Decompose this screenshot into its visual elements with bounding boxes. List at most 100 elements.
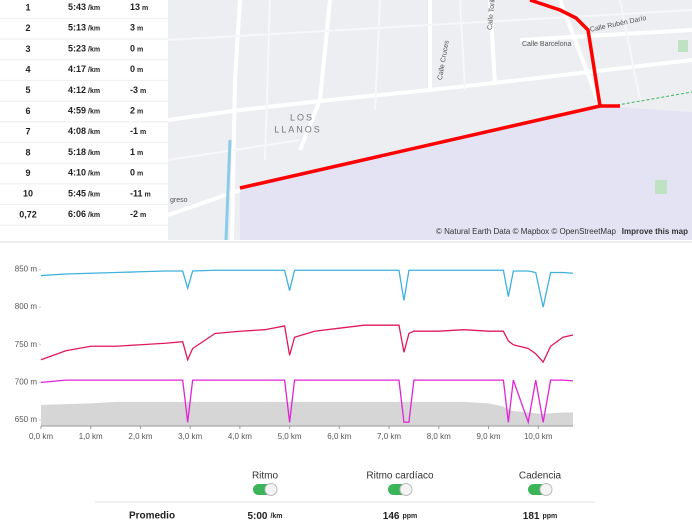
elev-unit: m [137, 108, 143, 115]
toggle-knob [264, 483, 278, 496]
split-elev: 13 m [130, 2, 148, 12]
pace: 4:59 [68, 106, 86, 116]
pace: 5:18 [68, 147, 86, 157]
x-tick-label: 5,0 km [278, 432, 302, 441]
split-km: 7 [25, 127, 30, 137]
split-pace: 5:18/km [68, 147, 100, 157]
series-line [40, 269, 574, 308]
pace-unit: /km [88, 46, 100, 53]
pace: 4:12 [68, 85, 86, 95]
x-tick-label: 7,0 km [377, 432, 401, 441]
pace-unit: /km [88, 67, 100, 74]
route [239, 0, 620, 190]
map-label: greso [170, 197, 188, 204]
map-area [240, 106, 692, 240]
y-tick-label: 650 m [15, 415, 38, 424]
split-km: 9 [25, 168, 30, 178]
elev-unit: m [137, 26, 143, 33]
elev-unit: m [145, 191, 151, 198]
split-km: 3 [25, 44, 30, 54]
x-tick-label: 2,0 km [128, 432, 152, 441]
split-elev: -1 m [130, 127, 146, 137]
split-pace: 4:17/km [68, 64, 100, 74]
elev-unit: m [140, 129, 146, 136]
summary-value: 146 ppm [383, 511, 417, 522]
split-elev: -2 m [130, 209, 146, 219]
pace-unit: /km [88, 88, 100, 95]
minor-streets [167, 0, 692, 161]
y-tick-label: 850 m [15, 265, 38, 274]
split-pace: 4:08/km [68, 127, 100, 137]
elev: 13 [130, 2, 140, 12]
split-km: 10 [23, 189, 33, 199]
elev-unit: m [137, 170, 143, 177]
split-km: 0,72 [19, 209, 37, 219]
elev: -2 [130, 209, 138, 219]
split-elev: -11 m [130, 189, 151, 199]
unit: /km [270, 513, 282, 520]
map[interactable]: LOS LLANOS Calle Barcelona Calle Rubén D… [167, 0, 692, 241]
x-tick-label: 10,0 km [524, 432, 553, 441]
elev: 3 [130, 23, 135, 33]
pace: 5:45 [68, 189, 86, 199]
x-tick-label: 0,0 km [29, 432, 53, 441]
pace: 5:23 [68, 44, 86, 54]
value: 5:00 [247, 511, 267, 522]
summary-value: 5:00/km [247, 511, 282, 522]
split-km: 5 [25, 85, 30, 95]
legend-label: Ritmo [252, 471, 279, 482]
map-label: LLANOS [274, 124, 322, 134]
elev-unit: m [137, 150, 143, 157]
split-km: 6 [25, 106, 30, 116]
legend-toggle[interactable] [388, 483, 413, 496]
split-pace: 4:12/km [68, 85, 100, 95]
elev: 1 [130, 147, 135, 157]
pace-unit: /km [88, 129, 100, 136]
split-km: 1 [25, 2, 30, 12]
unit: ppm [402, 513, 417, 520]
elev-unit: m [137, 67, 143, 74]
elev: 2 [130, 106, 135, 116]
x-tick-label: 1,0 km [79, 432, 103, 441]
elev-unit: m [137, 46, 143, 53]
x-tick-label: 3,0 km [178, 432, 202, 441]
unit: ppm [542, 513, 557, 520]
elev-unit: m [140, 212, 146, 219]
elev: -1 [130, 127, 138, 137]
x-tick-label: 9,0 km [476, 432, 500, 441]
elevation-area [41, 401, 573, 426]
attribution: © Natural Earth Data © Mapbox © OpenStre… [436, 227, 617, 236]
series-line [40, 324, 574, 364]
elev: 0 [130, 168, 135, 178]
pace-unit: /km [88, 150, 100, 157]
improve-link[interactable]: Improve this map [622, 227, 688, 236]
park [655, 180, 667, 194]
pace: 4:08 [68, 127, 86, 137]
split-pace: 5:45/km [68, 189, 100, 199]
toggle-knob [399, 483, 413, 496]
x-tick-label: 6,0 km [327, 432, 351, 441]
pace-unit: /km [88, 108, 100, 115]
trail [611, 91, 692, 107]
pace-unit: /km [88, 212, 100, 219]
map-label: Calle Barcelona [522, 41, 572, 48]
elev-unit: m [140, 88, 146, 95]
value: 146 [383, 511, 400, 522]
x-tick-label: 8,0 km [427, 432, 451, 441]
elev: 0 [130, 44, 135, 54]
legend-toggle[interactable] [528, 483, 553, 496]
x-tick-label: 4,0 km [228, 432, 252, 441]
elev: -3 [130, 85, 138, 95]
y-tick-label: 700 m [15, 377, 38, 386]
split-pace: 5:43/km [68, 2, 100, 12]
y-tick-label: 750 m [15, 340, 38, 349]
y-tick-label: 800 m [15, 302, 38, 311]
legend-toggle[interactable] [253, 483, 278, 496]
